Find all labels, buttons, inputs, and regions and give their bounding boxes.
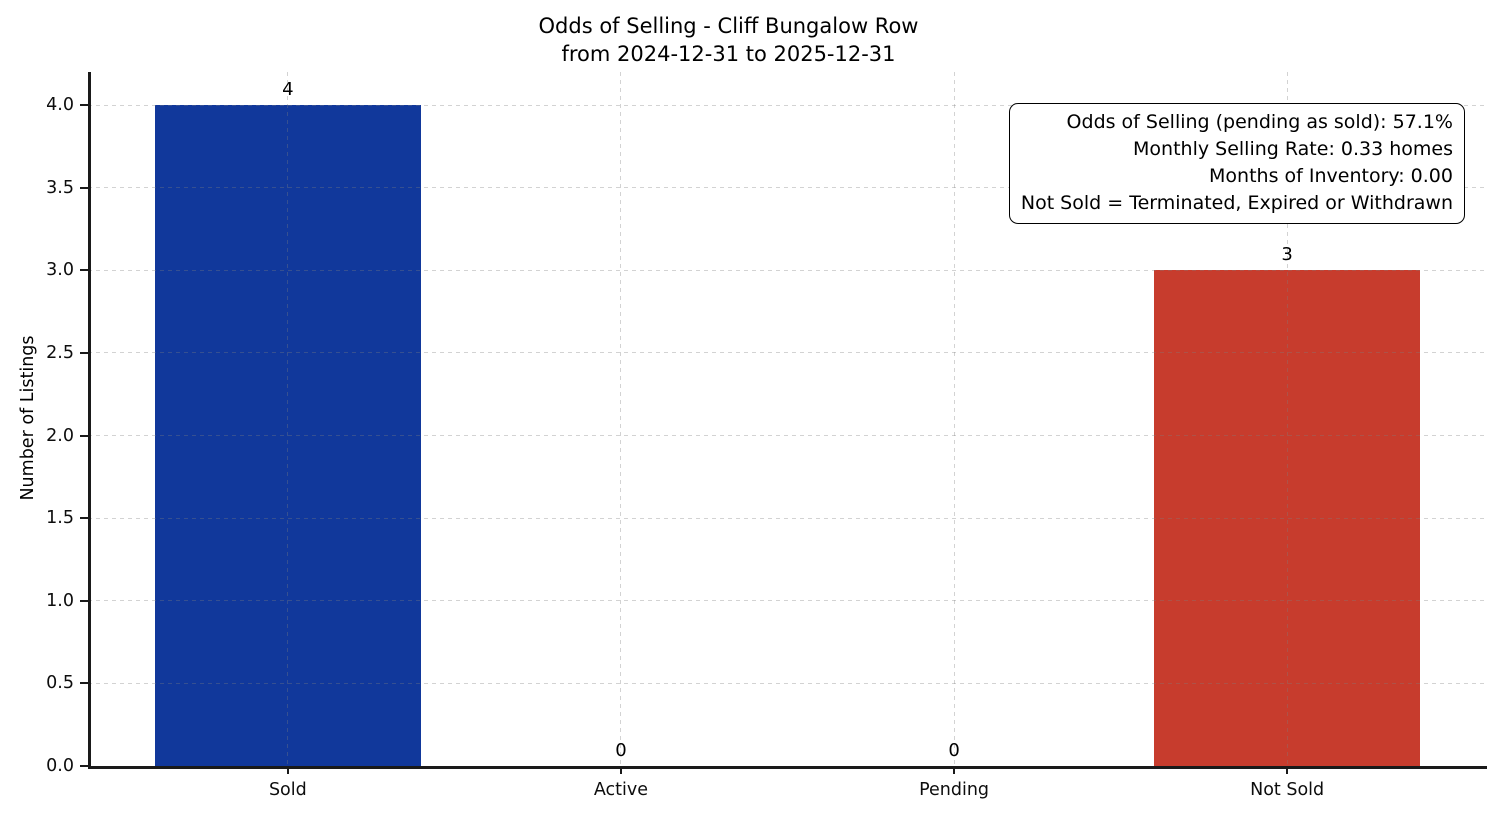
x-tick-label-pending: Pending: [919, 780, 990, 800]
y-tick-label: 3.0: [46, 260, 74, 281]
bar-value-label-not-sold: 3: [1281, 244, 1293, 266]
y-tick-mark: [80, 682, 88, 685]
y-tick-label: 1.0: [46, 590, 74, 611]
y-tick-label: 2.0: [46, 425, 74, 446]
annotation-line: Not Sold = Terminated, Expired or Withdr…: [1020, 192, 1453, 214]
vertical-gridline: [1286, 72, 1288, 766]
y-tick-mark: [80, 186, 88, 189]
horizontal-gridline: [88, 187, 1487, 189]
bar-value-label-pending: 0: [948, 740, 960, 761]
x-tick-mark: [286, 766, 289, 774]
x-tick-label-active: Active: [593, 780, 648, 800]
bar-not-sold: [1153, 270, 1421, 766]
annotation-line: Months of Inventory: 0.00: [1209, 165, 1453, 187]
y-axis-label: Number of Listings: [18, 335, 38, 501]
horizontal-gridline: [88, 104, 1487, 106]
annotation-line: Monthly Selling Rate: 0.33 homes: [1133, 138, 1453, 160]
y-axis-spine: [88, 72, 91, 768]
annotation-box: Odds of Selling (pending as sold): 57.1%…: [1008, 103, 1465, 224]
horizontal-gridline: [88, 682, 1487, 684]
chart-title: Odds of Selling - Cliff Bungalow Row fro…: [0, 12, 1457, 68]
y-tick-label: 0.0: [46, 756, 74, 776]
y-tick-mark: [80, 599, 88, 602]
y-tick-mark: [80, 517, 88, 520]
horizontal-gridline: [88, 269, 1487, 271]
x-tick-mark: [1286, 766, 1289, 774]
y-tick-label: 3.5: [46, 177, 74, 198]
x-tick-label-sold: Sold: [268, 780, 307, 800]
y-tick-label: 1.5: [46, 508, 74, 529]
vertical-gridline: [953, 72, 955, 766]
annotation-line: Odds of Selling (pending as sold): 57.1%: [1066, 111, 1453, 133]
chart-title-line1: Odds of Selling - Cliff Bungalow Row: [538, 14, 919, 38]
vertical-gridline: [287, 72, 289, 766]
bar-value-label-active: 0: [615, 740, 627, 761]
chart-title-line2: from 2024-12-31 to 2025-12-31: [561, 42, 896, 66]
horizontal-gridline: [88, 517, 1487, 519]
y-tick-label: 0.5: [46, 673, 74, 694]
bar-value-label-sold: 4: [282, 79, 294, 101]
bar-sold: [154, 105, 422, 766]
vertical-gridline: [620, 72, 622, 766]
horizontal-gridline: [88, 600, 1487, 602]
y-tick-mark: [80, 351, 88, 354]
y-tick-label: 4.0: [46, 95, 74, 116]
x-tick-mark: [953, 766, 956, 774]
horizontal-gridline: [88, 435, 1487, 437]
y-tick-mark: [80, 104, 88, 107]
y-tick-label: 2.5: [46, 342, 74, 363]
x-axis-spine: [88, 766, 1487, 769]
y-tick-mark: [80, 269, 88, 272]
x-tick-label-not-sold: Not Sold: [1250, 780, 1325, 800]
x-tick-mark: [619, 766, 622, 774]
y-tick-mark: [80, 434, 88, 437]
y-tick-mark: [80, 765, 88, 767]
horizontal-gridline: [88, 352, 1487, 354]
